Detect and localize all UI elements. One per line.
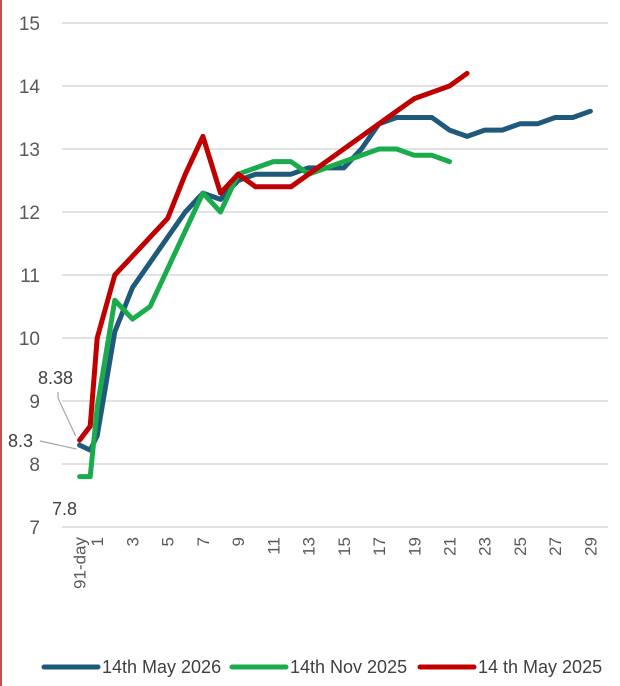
- left-edge-border: [0, 0, 2, 686]
- x-tick-label: 9: [229, 537, 248, 546]
- x-tick-label: 7: [194, 537, 213, 546]
- x-tick-label: 15: [335, 537, 354, 556]
- annotations: 8.38 8.3 7.8: [8, 368, 77, 519]
- series-lines: [77, 70, 593, 480]
- y-tick-label: 15: [19, 14, 40, 35]
- y-axis-ticks: 7 8 9 10 11 12 13 14 15: [19, 14, 41, 539]
- x-tick-label: 11: [264, 537, 283, 555]
- gridlines: [62, 22, 608, 528]
- series-line-3: [77, 70, 470, 443]
- x-tick-label: 29: [581, 537, 600, 556]
- series-line-1: [77, 108, 593, 453]
- legend-label-2: 14th Nov 2025: [290, 657, 407, 677]
- y-tick-label: 12: [19, 203, 40, 224]
- legend: 14th May 2026 14th Nov 2025 14 th May 2025: [41, 657, 602, 677]
- leader-line-8-3: [39, 440, 77, 450]
- y-tick-label: 14: [19, 77, 41, 98]
- x-tick-label: 23: [476, 537, 495, 556]
- x-tick-label: 25: [511, 537, 530, 556]
- x-tick-label: 27: [546, 537, 565, 556]
- x-tick-label: 91-day: [71, 537, 90, 589]
- y-tick-label: 10: [19, 329, 40, 350]
- x-tick-label: 19: [405, 537, 424, 556]
- y-tick-label: 7: [29, 518, 40, 539]
- data-label-7-8: 7.8: [52, 499, 77, 519]
- legend-label-3: 14 th May 2025: [478, 657, 602, 677]
- legend-label-1: 14th May 2026: [102, 657, 221, 677]
- y-tick-label: 11: [20, 266, 40, 287]
- x-tick-label: 17: [370, 537, 389, 556]
- y-tick-label: 9: [29, 392, 40, 413]
- leader-line-8-38: [57, 392, 77, 437]
- series-line-2: [77, 146, 452, 480]
- x-tick-label: 1: [88, 537, 107, 546]
- x-tick-label: 13: [300, 537, 319, 556]
- x-tick-label: 3: [123, 537, 142, 546]
- x-tick-label: 5: [159, 537, 178, 546]
- data-label-8-3: 8.3: [8, 431, 33, 451]
- y-tick-label: 13: [19, 140, 40, 161]
- data-label-8-38: 8.38: [38, 368, 73, 388]
- x-tick-label: 21: [440, 537, 459, 556]
- y-tick-label: 8: [29, 455, 40, 476]
